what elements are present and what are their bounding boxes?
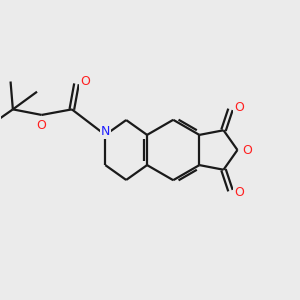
Text: O: O: [234, 100, 244, 113]
Text: O: O: [36, 119, 46, 132]
Text: O: O: [80, 76, 90, 88]
Text: N: N: [100, 125, 110, 138]
Text: O: O: [243, 143, 253, 157]
Text: O: O: [234, 187, 244, 200]
